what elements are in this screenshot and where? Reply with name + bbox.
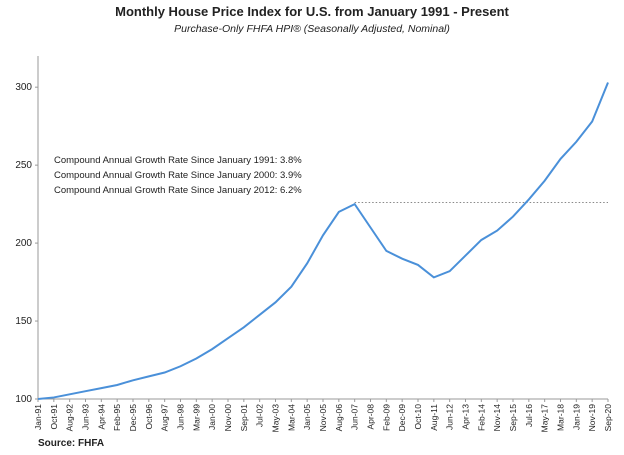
x-tick-label: Oct-10 — [413, 404, 423, 430]
x-tick-label: Sep-20 — [603, 404, 613, 432]
x-tick-label: Aug-11 — [429, 404, 439, 431]
y-tick-label: 300 — [15, 82, 32, 93]
annotation: Compound Annual Growth Rate Since Januar… — [54, 185, 302, 196]
x-tick-label: Dec-95 — [128, 404, 138, 432]
source: Source: FHFA — [38, 438, 104, 449]
y-tick-label: 150 — [15, 316, 32, 327]
x-tick-label: Mar-99 — [191, 404, 201, 431]
x-tick-label: Apr-13 — [461, 404, 471, 430]
y-tick-label: 250 — [15, 160, 32, 171]
annotation: Compound Annual Growth Rate Since Januar… — [54, 155, 302, 166]
series-line — [37, 82, 609, 400]
x-tick-label: Apr-08 — [366, 404, 376, 430]
x-tick-label: Oct-96 — [144, 404, 154, 430]
x-tick-label: Jul-16 — [524, 404, 534, 427]
x-tick-label: Jan-05 — [302, 404, 312, 430]
x-tick-label: Oct-91 — [49, 404, 59, 430]
x-tick-label: Jun-98 — [176, 404, 186, 430]
x-tick-label: Jan-91 — [33, 404, 43, 430]
x-tick-label: Nov-14 — [492, 404, 502, 432]
x-tick-label: Feb-95 — [112, 404, 122, 431]
x-tick-label: Jun-93 — [81, 404, 91, 430]
x-tick-label: Feb-14 — [476, 404, 486, 431]
x-tick-label: Jun-07 — [350, 404, 360, 430]
x-tick-label: Mar-18 — [556, 404, 566, 431]
x-tick-label: Feb-09 — [381, 404, 391, 431]
annotation: Compound Annual Growth Rate Since Januar… — [54, 170, 302, 181]
x-tick-label: Sep-15 — [508, 404, 518, 432]
x-tick-label: Nov-00 — [223, 404, 233, 432]
x-tick-label: Mar-04 — [286, 404, 296, 431]
x-tick-label: Aug-97 — [160, 404, 170, 432]
chart-title: Monthly House Price Index for U.S. from … — [115, 4, 509, 19]
x-tick-label: Nov-19 — [587, 404, 597, 432]
x-tick-label: Aug-92 — [65, 404, 75, 432]
y-tick-label: 100 — [15, 394, 32, 405]
x-tick-label: Jul-02 — [255, 404, 265, 427]
x-tick-label: May-17 — [540, 404, 550, 433]
x-tick-label: Jan-00 — [207, 404, 217, 430]
x-tick-label: Nov-05 — [318, 404, 328, 432]
x-tick-label: Apr-94 — [96, 404, 106, 430]
x-tick-label: Aug-06 — [334, 404, 344, 432]
x-tick-label: Jan-19 — [571, 404, 581, 430]
x-tick-label: Jun-12 — [445, 404, 455, 430]
y-tick-label: 200 — [15, 238, 32, 249]
chart-subtitle: Purchase-Only FHFA HPI® (Seasonally Adju… — [174, 23, 450, 35]
x-tick-label: May-03 — [271, 404, 281, 433]
x-tick-label: Sep-01 — [239, 404, 249, 432]
x-tick-label: Dec-09 — [397, 404, 407, 432]
